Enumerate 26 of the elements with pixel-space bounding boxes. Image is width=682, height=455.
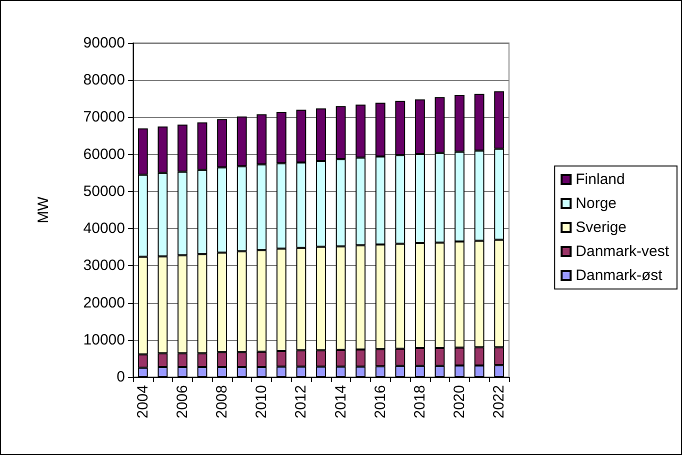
x-tick-label: 2016	[372, 385, 389, 418]
y-tick-label: 60000	[83, 146, 125, 163]
y-axis-title: MW	[35, 196, 52, 224]
y-tick-label: 50000	[83, 182, 125, 200]
x-tick-label: 2006	[174, 385, 191, 418]
x-tick-label: 2018	[411, 385, 428, 418]
x-tick-label: 2012	[292, 385, 310, 418]
y-tick-label: 40000	[83, 220, 125, 238]
legend-label: Sverige	[576, 219, 627, 236]
x-tick-label: 2014	[332, 385, 350, 418]
legend-label: Norge	[576, 195, 617, 212]
x-tick-label: 2004	[134, 385, 152, 418]
y-tick-label: 90000	[83, 34, 125, 52]
y-tick-label: 30000	[83, 257, 125, 274]
legend-label: Finland	[576, 171, 625, 188]
x-tick-label: 2008	[214, 385, 231, 418]
y-tick-label: 80000	[83, 72, 125, 89]
x-tick-label: 2020	[451, 385, 468, 418]
y-tick-label: 0	[116, 368, 125, 386]
x-tick-label: 2022	[490, 385, 508, 418]
legend-label: Danmark-vest	[576, 243, 670, 260]
x-tick-label: 2010	[253, 385, 270, 418]
y-tick-label: 20000	[83, 294, 125, 312]
legend-label: Danmark-øst	[576, 267, 664, 284]
y-tick-label: 10000	[83, 331, 125, 348]
y-tick-label: 70000	[83, 108, 125, 126]
